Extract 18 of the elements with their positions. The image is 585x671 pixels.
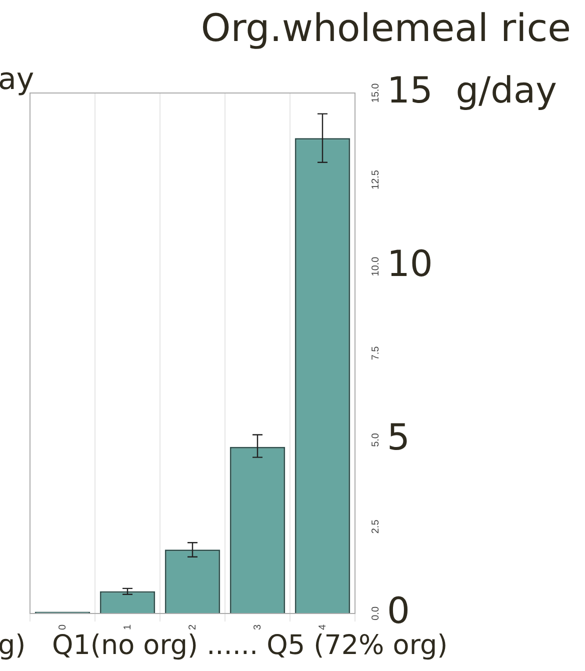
y2-tick-label: 15 g/day — [387, 70, 557, 112]
y-tick-label: 15.0 — [370, 82, 382, 103]
x-tick-label: 1 — [122, 624, 134, 630]
annotation: ay — [0, 62, 34, 97]
x-tick-label: 3 — [252, 624, 264, 630]
y-tick-label: 2.5 — [370, 519, 382, 534]
y-tick-label: 0.0 — [370, 606, 382, 620]
x-tick-label: 2 — [187, 624, 198, 630]
x-axis-title: Q1(no org) ...... Q5 (72% org) — [52, 630, 448, 661]
y2-tick-label: 10 — [387, 244, 433, 285]
y2-tick-label: 5 — [387, 417, 410, 458]
y-tick-label: 10.0 — [370, 256, 382, 276]
x-tick-label: 4 — [317, 624, 328, 630]
y-tick-label: 5.0 — [370, 432, 382, 447]
chart-title: Org.wholemeal rice — [200, 6, 571, 50]
x-tick-label: 0 — [57, 624, 68, 630]
y-tick-label: 7.5 — [370, 346, 382, 360]
y-tick-label: 12.5 — [370, 170, 382, 190]
